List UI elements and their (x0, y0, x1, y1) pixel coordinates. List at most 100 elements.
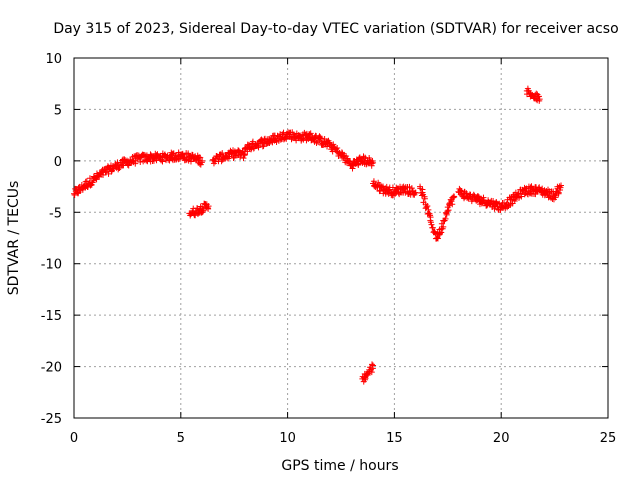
data-point (445, 207, 452, 214)
data-point (283, 135, 290, 142)
x-tick-label: 20 (493, 431, 510, 446)
data-point (198, 159, 205, 166)
y-tick-label: -25 (41, 412, 62, 427)
data-point (306, 131, 313, 138)
y-tick-label: 10 (45, 52, 62, 67)
data-point (174, 154, 181, 161)
data-point (463, 190, 470, 197)
data-point (369, 361, 376, 368)
data-point (150, 157, 157, 164)
data-point (438, 229, 445, 236)
data-point (120, 162, 127, 169)
data-point (244, 148, 251, 155)
grid (74, 58, 608, 418)
y-tick-label: 0 (54, 155, 62, 170)
x-tick-label: 5 (177, 431, 185, 446)
data-point (368, 162, 375, 169)
data-point (369, 157, 376, 164)
data-point (450, 193, 457, 200)
data-point (555, 189, 562, 196)
data-point (427, 214, 434, 221)
data-point (241, 152, 248, 159)
data-point (355, 161, 362, 168)
data-point (552, 194, 559, 201)
data-point (424, 202, 431, 209)
data-point (425, 206, 432, 213)
y-tick-label: -15 (41, 309, 62, 324)
plot-frame (73, 57, 609, 419)
data-point (527, 190, 534, 197)
data-point (442, 215, 449, 222)
data-point (334, 145, 341, 152)
data-point (159, 158, 166, 165)
data-point (277, 134, 284, 141)
data-point (448, 198, 455, 205)
data-point (356, 154, 363, 161)
data-point (429, 224, 436, 231)
data-point (200, 207, 207, 214)
y-tick-label: -5 (49, 206, 62, 221)
y-tick-label: -10 (41, 258, 62, 273)
data-point (219, 150, 226, 157)
data-point (368, 369, 375, 376)
data-point (449, 201, 456, 208)
data-point (330, 141, 337, 148)
data-point (478, 200, 485, 207)
data-point (194, 211, 201, 218)
data-point (444, 208, 451, 215)
data-point (440, 223, 447, 230)
data-point (317, 135, 324, 142)
chart-title: Day 315 of 2023, Sidereal Day-to-day VTE… (53, 21, 618, 37)
data-point (300, 136, 307, 143)
y-tick-label: -20 (41, 361, 62, 376)
data-point (203, 201, 210, 208)
data-point (475, 193, 482, 200)
data-point (255, 144, 262, 151)
data-point (288, 136, 295, 143)
data-point (556, 183, 563, 190)
data-point (187, 158, 194, 165)
data-point (313, 140, 320, 147)
y-axis-label: SDTVAR / TECUs (6, 181, 22, 296)
data-point (421, 195, 428, 202)
y-tick-label: 5 (54, 103, 62, 118)
data-point (93, 176, 100, 183)
data-point (249, 138, 256, 145)
data-point (369, 365, 376, 372)
data-point (237, 153, 244, 160)
data-point (314, 138, 321, 145)
data-point (457, 187, 464, 194)
data-point (528, 183, 535, 190)
data-point (248, 146, 255, 153)
data-point (349, 165, 356, 172)
data-point (441, 217, 448, 224)
data-point (240, 150, 247, 157)
data-point (436, 230, 443, 237)
data-point (324, 143, 331, 150)
data-point (412, 189, 419, 196)
data-point (383, 183, 390, 190)
data-point (434, 235, 441, 242)
data-point (89, 179, 96, 186)
axis-ticks: 0 5 10 15 20 25 -25 -20 -15 -10 -5 0 5 10 (41, 52, 617, 446)
data-point (137, 159, 144, 166)
x-tick-label: 10 (279, 431, 296, 446)
x-tick-label: 15 (386, 431, 403, 446)
data-point (197, 154, 204, 161)
data-point (443, 211, 450, 218)
data-point (338, 149, 345, 156)
data-point (364, 372, 371, 379)
x-tick-label: 25 (600, 431, 617, 446)
x-tick-label: 0 (70, 431, 78, 446)
data-point (428, 221, 435, 228)
data-point (205, 205, 212, 212)
data-point (362, 375, 369, 382)
data-point (518, 193, 525, 200)
data-point (536, 97, 543, 104)
data-point (557, 184, 564, 191)
data-point (496, 200, 503, 207)
data-point (418, 192, 425, 199)
data-points (71, 85, 565, 385)
data-point (317, 134, 324, 141)
